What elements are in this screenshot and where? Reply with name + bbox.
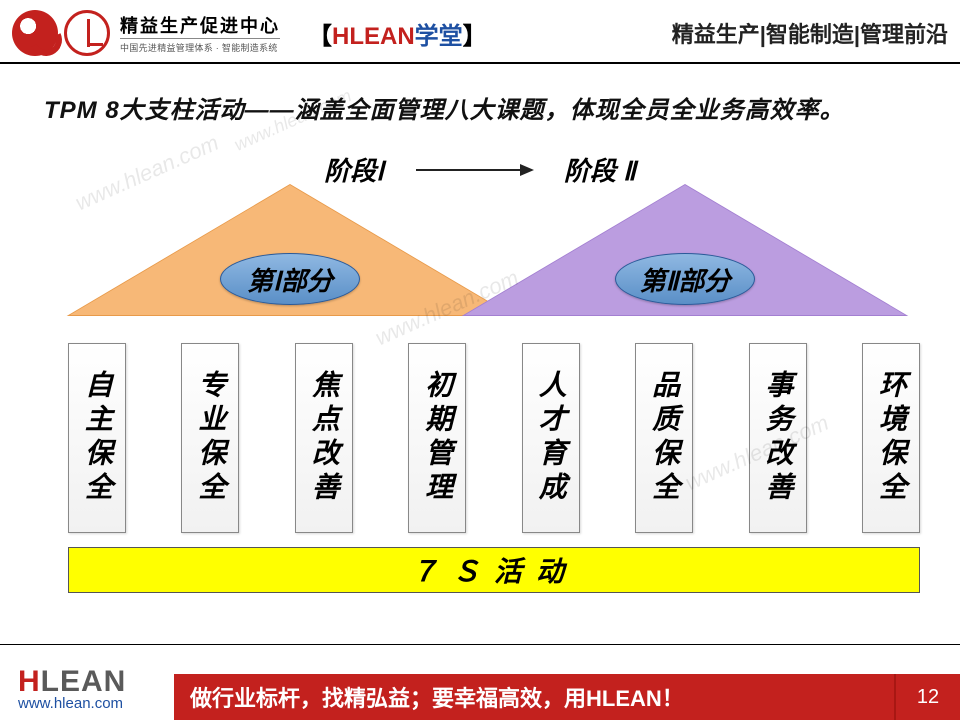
pillar-5: 人才育成 [522,343,580,533]
pillar-2: 专业保全 [181,343,239,533]
tag-red: HLEAN [332,23,415,50]
tpm-diagram: 阶段Ⅰ 阶段 Ⅱ 第Ⅰ部分 第Ⅱ部分 自主保全 专业保全 焦点改善 初期管理 人… [30,135,930,565]
logo-text: 精益生产促进中心 中国先进精益管理体系 · 智能制造系统 [120,12,280,54]
logo-circle-1 [12,10,58,56]
pillar-1: 自主保全 [68,343,126,533]
page-number: 12 [894,674,960,720]
phase-1-label: 阶段Ⅰ [324,151,384,188]
bracket-left: 【 [308,23,332,50]
part-2-badge: 第Ⅱ部分 [615,253,755,305]
logo-circle-2 [64,10,110,56]
pillars-row: 自主保全 专业保全 焦点改善 初期管理 人才育成 品质保全 事务改善 环境保全 [68,343,920,533]
bracket-right: 】 [463,23,487,50]
slide-header: 精益生产促进中心 中国先进精益管理体系 · 智能制造系统 【HLEAN学堂】 精… [0,0,960,64]
pillar-4: 初期管理 [408,343,466,533]
pillar-7: 事务改善 [749,343,807,533]
slide-footer: HLEAN www.hlean.com 做行业标杆，找精弘益；要幸福高效，用HL… [0,644,960,720]
footer-slogan-bar: 做行业标杆，找精弘益；要幸福高效，用HLEAN！ [174,674,894,720]
pillar-8: 环境保全 [862,343,920,533]
phase-2-label: 阶段 Ⅱ [564,151,636,188]
base-7s-bar: ７Ｓ活动 [68,547,920,593]
footer-url: www.hlean.com [18,695,126,712]
hlean-logo: HLEAN [18,665,126,699]
part-1-badge: 第Ⅰ部分 [220,253,360,305]
phase-labels: 阶段Ⅰ 阶段 Ⅱ [30,151,930,188]
header-right-text: 精益生产|智能制造|管理前沿 [672,17,948,49]
phase-arrow-icon [414,160,534,180]
logo-subtitle: 中国先进精益管理体系 · 智能制造系统 [120,38,280,54]
pillar-6: 品质保全 [635,343,693,533]
pillar-3: 焦点改善 [295,343,353,533]
logo-area: 精益生产促进中心 中国先进精益管理体系 · 智能制造系统 [12,10,280,56]
footer-left: HLEAN www.hlean.com [0,659,138,720]
slide-title: TPM 8大支柱活动——涵盖全面管理八大课题，体现全员全业务高效率。 [0,64,960,135]
logo-title: 精益生产促进中心 [120,12,280,38]
hlean-tag: 【HLEAN学堂】 [308,16,487,51]
logo-lean: LEAN [41,665,127,698]
logo-h: H [18,665,41,698]
tag-blue: 学堂 [415,23,463,50]
